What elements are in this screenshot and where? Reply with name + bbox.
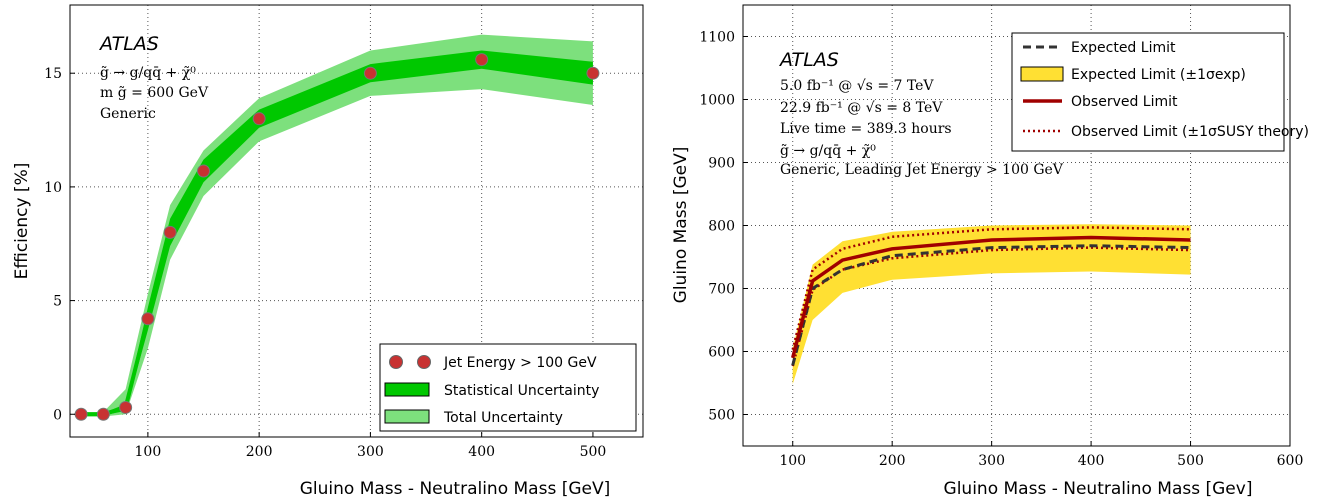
left-xtick-label: 300 xyxy=(357,444,384,460)
legend-label-jet-energy: Jet Energy > 100 GeV xyxy=(443,355,597,371)
legend-label-observed: Observed Limit xyxy=(1071,94,1178,110)
left-ytick-label: 15 xyxy=(44,66,62,82)
legend-marker-point-2 xyxy=(417,355,431,369)
left-ytick-label: 0 xyxy=(53,407,62,423)
expected-limit-line xyxy=(791,244,1191,366)
right-ytick-label: 900 xyxy=(708,156,735,172)
right-legend-box xyxy=(1011,32,1285,152)
right-xtick-label: 200 xyxy=(879,453,906,469)
limit-chart: 100 200 300 400 500 600 500 600 700 800 900 1000 110… xyxy=(671,4,1309,499)
efficiency-data-point xyxy=(475,53,489,67)
left-central-line xyxy=(81,57,594,417)
right-xtick-label: 400 xyxy=(1078,453,1105,469)
right-annotation-generic: Generic, Leading Jet Energy > 100 GeV xyxy=(780,162,1064,178)
left-atlas-label: ATLAS xyxy=(98,33,159,55)
legend-label-expected-band: Expected Limit (±1σexp) xyxy=(1071,67,1246,83)
left-plot-frame xyxy=(69,4,644,438)
left-ticks: 100 200 300 400 500 0 5 10 15 xyxy=(44,66,606,460)
right-annotation-decay: g̃ → g/qq̄ + χ̃⁰ xyxy=(780,143,876,159)
right-y-axis-label: Gluino Mass [GeV] xyxy=(671,147,691,304)
right-ytick-label: 600 xyxy=(708,345,735,361)
legend-marker-point-1 xyxy=(389,355,403,369)
legend-swatch-total xyxy=(384,409,430,424)
efficiency-data-point xyxy=(163,225,177,239)
left-ytick-label: 5 xyxy=(53,294,62,310)
left-y-axis-label: Efficiency [%] xyxy=(12,163,32,280)
right-ytick-label: 800 xyxy=(708,219,735,235)
right-lines xyxy=(791,226,1191,367)
efficiency-data-point xyxy=(586,66,600,80)
efficiency-data-point xyxy=(74,407,88,421)
left-annotation-generic: Generic xyxy=(100,106,156,122)
right-bands xyxy=(792,224,1191,385)
left-x-axis-label: Gluino Mass - Neutralino Mass [GeV] xyxy=(300,479,611,499)
legend-swatch-expected-band xyxy=(1020,66,1064,82)
legend-label-total: Total Uncertainty xyxy=(443,410,563,426)
left-annotation-decay: g̃ → g/qq̄ + χ̃⁰ xyxy=(100,65,196,81)
right-x-axis-label: Gluino Mass - Neutralino Mass [Gev] xyxy=(944,479,1253,499)
efficiency-data-point xyxy=(197,164,211,178)
efficiency-data-point xyxy=(141,312,155,326)
observed-theory-lower-line xyxy=(791,246,1191,367)
observed-limit-line xyxy=(791,235,1191,359)
left-legend: Jet Energy > 100 GeV Statistical Uncerta… xyxy=(379,343,637,432)
expected-limit-band xyxy=(792,224,1191,385)
right-annotation-lumi-7tev: 5.0 fb⁻¹ @ √s = 7 TeV xyxy=(780,78,934,94)
right-annotation-livetime: Live time = 389.3 hours xyxy=(780,121,952,137)
right-ytick-label: 700 xyxy=(708,282,735,298)
left-xtick-label: 500 xyxy=(580,444,607,460)
legend-label-expected: Expected Limit xyxy=(1071,40,1176,56)
legend-swatch-stat xyxy=(384,382,430,397)
legend-label-observed-theory: Observed Limit (±1σSUSY theory) xyxy=(1071,124,1309,140)
right-legend: Expected Limit Expected Limit (±1σexp) O… xyxy=(1011,32,1309,152)
legend-label-stat: Statistical Uncertainty xyxy=(444,383,599,399)
left-xtick-label: 100 xyxy=(135,444,162,460)
right-xtick-label: 100 xyxy=(779,453,806,469)
left-xtick-label: 400 xyxy=(468,444,495,460)
efficiency-central-line xyxy=(81,57,594,417)
right-annotation-lumi-8tev: 22.9 fb⁻¹ @ √s = 8 TeV xyxy=(780,100,943,116)
efficiency-data-point xyxy=(252,112,266,126)
right-ticks: 100 200 300 400 500 600 500 600 700 800 900 1000 110… xyxy=(699,30,1303,470)
left-data-points xyxy=(74,53,600,421)
left-ytick-label: 10 xyxy=(44,180,62,196)
left-xtick-label: 200 xyxy=(246,444,273,460)
efficiency-data-point xyxy=(119,400,133,414)
efficiency-chart: 100 200 300 400 500 0 5 10 15 Efficiency [%] Glu… xyxy=(12,4,644,499)
efficiency-data-point xyxy=(96,407,110,421)
right-xtick-label: 300 xyxy=(978,453,1005,469)
right-xtick-label: 500 xyxy=(1177,453,1204,469)
right-ytick-label: 1000 xyxy=(699,93,735,109)
right-atlas-label: ATLAS xyxy=(778,49,839,71)
right-ytick-label: 1100 xyxy=(699,30,735,46)
right-xtick-label: 600 xyxy=(1277,453,1304,469)
left-annotation-mass: m g̃ = 600 GeV xyxy=(100,85,209,101)
efficiency-data-point xyxy=(363,66,377,80)
right-ytick-label: 500 xyxy=(708,408,735,424)
